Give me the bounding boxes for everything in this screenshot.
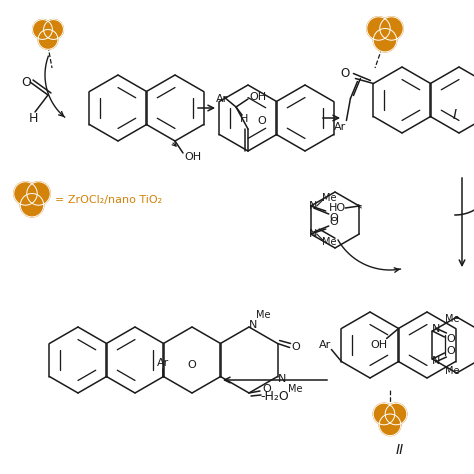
Circle shape	[20, 193, 44, 217]
Text: -H₂O: -H₂O	[261, 390, 289, 402]
Text: N: N	[249, 320, 257, 330]
Circle shape	[374, 28, 397, 52]
Text: O: O	[188, 360, 196, 370]
Text: N: N	[309, 229, 317, 239]
Text: O: O	[341, 67, 350, 80]
Text: II: II	[396, 443, 404, 457]
Text: Me: Me	[321, 193, 336, 203]
Text: N: N	[309, 201, 317, 211]
Text: O: O	[446, 334, 455, 344]
Text: OH: OH	[184, 152, 201, 162]
Text: Ar: Ar	[216, 94, 228, 104]
Text: Me: Me	[321, 237, 336, 247]
Circle shape	[379, 414, 401, 436]
Text: Ar: Ar	[319, 340, 331, 350]
Text: Me: Me	[288, 383, 303, 393]
Text: H: H	[28, 111, 38, 125]
Circle shape	[385, 403, 407, 425]
Circle shape	[33, 19, 53, 39]
Text: O: O	[258, 116, 266, 126]
Text: = ZrOCl₂/nano TiO₂: = ZrOCl₂/nano TiO₂	[55, 195, 162, 205]
Circle shape	[373, 403, 395, 425]
Text: OH: OH	[249, 92, 266, 102]
Text: Me: Me	[445, 366, 460, 376]
Text: N: N	[432, 324, 441, 334]
Text: HO: HO	[328, 203, 346, 213]
Text: Ar: Ar	[157, 357, 170, 367]
Text: N: N	[432, 356, 441, 366]
Text: OH: OH	[370, 339, 387, 349]
Text: O: O	[329, 213, 338, 223]
Text: O: O	[263, 384, 272, 394]
Text: O: O	[21, 75, 31, 89]
Circle shape	[367, 17, 390, 40]
Circle shape	[14, 182, 37, 205]
Circle shape	[380, 17, 403, 40]
Text: O: O	[329, 217, 338, 227]
Text: I: I	[453, 108, 457, 122]
Text: Me: Me	[256, 310, 270, 320]
Text: O: O	[291, 343, 300, 353]
Circle shape	[44, 19, 64, 39]
Text: N: N	[277, 374, 286, 383]
Text: Ar: Ar	[334, 121, 346, 131]
Text: H: H	[240, 114, 248, 124]
Circle shape	[38, 29, 58, 49]
Text: Me: Me	[445, 314, 460, 324]
Text: O: O	[446, 346, 455, 356]
Circle shape	[27, 182, 50, 205]
